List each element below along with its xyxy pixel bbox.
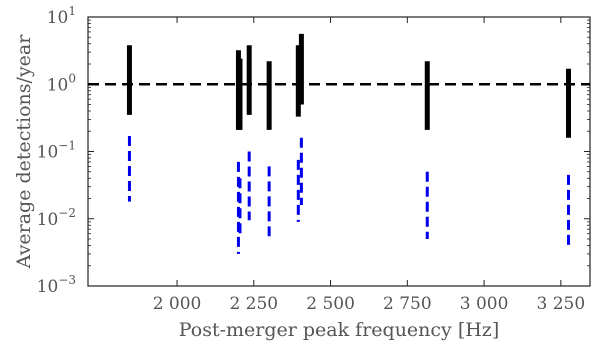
x-tick-label: 2 250: [229, 294, 278, 314]
x-tick-label: 2 000: [153, 294, 202, 314]
y-axis-label: Average detections/year: [13, 34, 35, 270]
y-tick-label: 10−2: [37, 206, 76, 230]
x-tick-label: 2 500: [306, 294, 355, 314]
x-tick-label: 3 000: [460, 294, 509, 314]
x-tick-label: 2 750: [383, 294, 432, 314]
x-tick-label: 3 250: [536, 294, 585, 314]
x-axis-label: Post-merger peak frequency [Hz]: [179, 319, 499, 341]
y-tick-label: 10−3: [37, 273, 76, 297]
y-tick-label: 101: [47, 4, 76, 28]
y-tick-label: 10−1: [37, 139, 76, 163]
plot-frame: [87, 16, 591, 287]
y-tick-label: 100: [47, 71, 76, 95]
